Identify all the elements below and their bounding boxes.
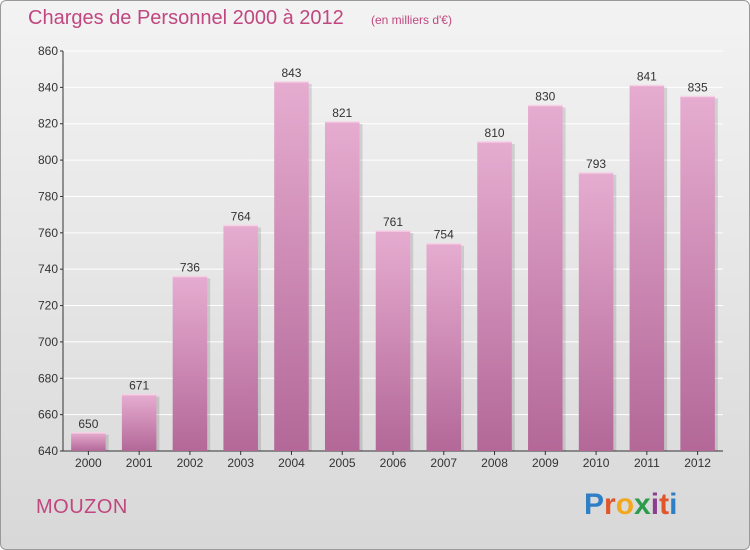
proxiti-logo-letter: x <box>634 488 651 521</box>
data-label: 830 <box>535 90 555 104</box>
proxiti-logo-letter: r <box>604 488 616 521</box>
y-tick-label: 800 <box>38 153 58 167</box>
x-tick-label: 2007 <box>430 456 457 470</box>
proxiti-logo: Proxiti <box>584 488 677 522</box>
data-label: 821 <box>332 106 352 120</box>
data-label: 810 <box>485 126 505 140</box>
bar <box>629 85 665 451</box>
y-tick-label: 760 <box>38 226 58 240</box>
y-tick-label: 680 <box>38 371 58 385</box>
y-tick-label: 780 <box>38 189 58 203</box>
x-tick-label: 2003 <box>227 456 254 470</box>
x-tick-label: 2002 <box>177 456 204 470</box>
commune-name: MOUZON <box>36 496 128 518</box>
x-tick-label: 2008 <box>481 456 508 470</box>
bar <box>324 121 360 451</box>
x-tick-label: 2006 <box>380 456 407 470</box>
y-tick-label: 700 <box>38 335 58 349</box>
data-label: 650 <box>78 417 98 431</box>
x-tick-label: 2009 <box>532 456 559 470</box>
data-label: 764 <box>231 210 251 224</box>
bar <box>375 231 411 451</box>
proxiti-logo-letter: i <box>669 488 678 521</box>
y-tick-label: 820 <box>38 117 58 131</box>
x-tick-label: 2011 <box>634 456 660 470</box>
y-tick-label: 660 <box>38 408 58 422</box>
bar <box>477 141 512 451</box>
bar <box>426 243 462 451</box>
bar <box>274 81 309 451</box>
y-tick-label: 740 <box>38 262 58 276</box>
x-tick-label: 2000 <box>75 456 102 470</box>
data-label: 841 <box>637 70 657 84</box>
data-label: 754 <box>434 228 454 242</box>
chart-subtitle: (en milliers d'€) <box>371 13 452 27</box>
y-tick-label: 720 <box>38 299 58 313</box>
y-tick-label: 640 <box>38 444 58 458</box>
bar <box>121 394 157 451</box>
proxiti-logo-letter: o <box>615 488 635 521</box>
bar <box>528 105 563 451</box>
data-label: 835 <box>688 80 708 94</box>
x-tick-label: 2010 <box>583 456 610 470</box>
bar <box>578 172 614 451</box>
data-label: 736 <box>180 260 200 274</box>
x-tick-label: 2004 <box>278 456 305 470</box>
data-label: 671 <box>129 379 149 393</box>
chart-title: Charges de Personnel 2000 à 2012 <box>28 7 344 29</box>
x-tick-label: 2012 <box>684 456 711 470</box>
bar <box>680 96 715 452</box>
bar <box>172 276 208 451</box>
proxiti-logo-letter: i <box>650 488 660 521</box>
bar <box>223 225 258 451</box>
data-label: 843 <box>281 66 301 80</box>
proxiti-logo-letter: P <box>584 488 605 521</box>
data-label: 761 <box>383 215 403 229</box>
proxiti-logo-letter: t <box>659 488 670 521</box>
data-label: 793 <box>586 157 606 171</box>
x-tick-label: 2005 <box>329 456 356 470</box>
y-tick-label: 860 <box>38 44 58 58</box>
bar <box>71 432 106 451</box>
x-tick-label: 2001 <box>126 456 153 470</box>
y-tick-label: 840 <box>38 80 58 94</box>
